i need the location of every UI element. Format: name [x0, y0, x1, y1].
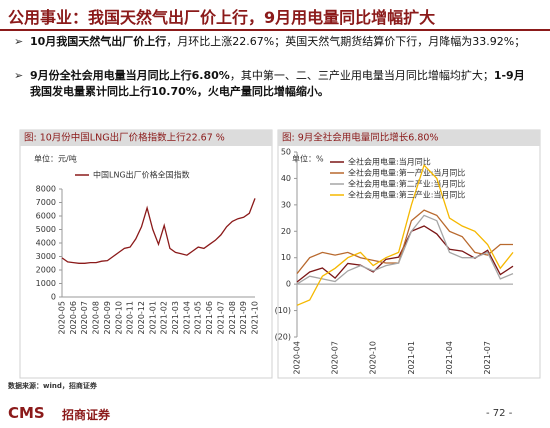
- x-tick-label: 2021-02: [160, 301, 169, 334]
- y-tick-label: 0: [286, 280, 291, 289]
- bullet: 9月份全社会用电量当月同比上行6.80%，其中第一、二、三产业用电量当月同比增幅…: [14, 68, 530, 100]
- legend-label: 全社会用电量:第一产业:当月同比: [348, 168, 465, 178]
- x-tick-label: 2021-07: [216, 301, 225, 334]
- source-note: 数据来源：wind，招商证券: [8, 382, 97, 390]
- chart-title-bar: [20, 130, 272, 146]
- x-tick-label: 2021-04: [445, 341, 454, 374]
- x-tick-label: 2021-07: [483, 341, 492, 374]
- chart-title: 图: 9月全社会用电量同比增长6.80%: [282, 132, 438, 144]
- bullet-text: ，月环比上涨22.67%；英国天然气期货结算价下行，月降幅为33.92%；: [166, 35, 526, 48]
- bullet-text: 10月我国天然气出厂价上行: [30, 35, 167, 48]
- x-tick-label: 2021-03: [171, 301, 180, 334]
- page-number: - 72 -: [486, 408, 513, 419]
- x-tick-label: 2020-10: [369, 341, 378, 374]
- bullet-text: 1-9月我国发电量累计同比上行10.70%，火电产量同比增幅缩小。: [30, 69, 525, 98]
- y-tick-label: 0: [51, 293, 56, 302]
- x-tick-label: 2020-05: [58, 301, 67, 334]
- legend-label: 中国LNG出厂价格全国指数: [93, 170, 190, 180]
- x-tick-label: 2021-04: [182, 301, 191, 334]
- series-line: [61, 198, 256, 264]
- series-line: [296, 163, 514, 306]
- y-tick-label: 7000: [36, 198, 56, 207]
- y-tick-label: 3000: [36, 252, 56, 261]
- bullet-text: ，其中第一、二、三产业用电量当月同比增幅均扩大；: [229, 69, 494, 82]
- x-tick-label: 2020-12: [137, 301, 146, 334]
- unit-label: 单位：元/吨: [34, 154, 77, 164]
- series-line: [296, 214, 514, 285]
- title-rule: [0, 29, 550, 31]
- x-tick-label: 2021-10: [251, 301, 260, 334]
- legend-label: 全社会用电量:第三产业:当月同比: [348, 190, 465, 200]
- y-tick-label: 30: [281, 200, 291, 209]
- y-tick-label: 8000: [36, 185, 56, 194]
- x-tick-label: 2020-08: [92, 301, 101, 334]
- y-tick-label: 50: [281, 148, 291, 157]
- x-tick-label: 2021-06: [205, 301, 214, 334]
- slide-title: 公用事业：我国天然气出厂价上行，9月用电量同比增幅扩大: [8, 8, 436, 27]
- x-tick-label: 2020-07: [331, 341, 340, 374]
- series-line: [296, 209, 513, 275]
- x-tick-label: 2021-01: [148, 301, 157, 334]
- x-tick-label: 2021-09: [239, 301, 248, 334]
- x-tick-label: 2021-01: [407, 341, 416, 374]
- y-tick-label: 6000: [36, 212, 56, 221]
- x-tick-label: 2020-10: [114, 301, 123, 334]
- chart-title-bar: [278, 130, 540, 146]
- chart-panel: [277, 129, 541, 379]
- x-tick-label: 2020-06: [69, 301, 78, 334]
- legend-label: 全社会用电量:第二产业:当月同比: [348, 179, 465, 189]
- x-tick-label: 2021-05: [194, 301, 203, 334]
- y-tick-label: 20: [281, 227, 291, 236]
- company-name: 招商证券: [62, 408, 111, 422]
- logo: CMS: [8, 404, 45, 422]
- y-tick-label: 4000: [36, 239, 56, 248]
- x-tick-label: 2020-07: [80, 301, 89, 334]
- y-tick-label: 10: [281, 253, 291, 262]
- y-tick-label: 2000: [36, 266, 56, 275]
- y-tick-label: 1000: [36, 279, 56, 288]
- x-tick-label: 2021-08: [228, 301, 237, 334]
- y-tick-label: (10): [275, 306, 291, 315]
- chart-title: 图: 10月份中国LNG出厂价格指数上行22.67 %: [24, 132, 225, 144]
- y-tick-label: 5000: [36, 225, 56, 234]
- bullet-text: 9月份全社会用电量当月同比上行6.80%: [30, 69, 230, 82]
- legend-label: 全社会用电量:当月同比: [348, 157, 431, 167]
- y-tick-label: (20): [275, 333, 291, 342]
- bullet: 10月我国天然气出厂价上行，月环比上涨22.67%；英国天然气期货结算价下行，月…: [14, 34, 530, 50]
- y-tick-label: 40: [281, 174, 291, 183]
- x-tick-label: 2020-11: [126, 301, 135, 334]
- chart-panel: [19, 129, 273, 379]
- x-tick-label: 2020-09: [103, 301, 112, 334]
- x-tick-label: 2020-04: [293, 341, 302, 374]
- unit-label: 单位：%: [292, 154, 324, 164]
